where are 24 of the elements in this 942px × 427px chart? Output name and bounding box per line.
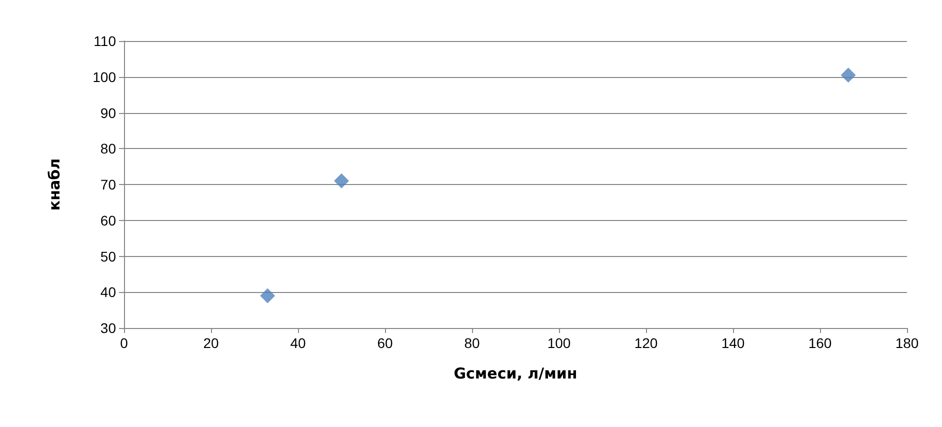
point bbox=[334, 173, 349, 188]
y-tick-label: 100 bbox=[92, 68, 116, 85]
x-tick-label: 60 bbox=[377, 335, 393, 351]
y-tick-label: 40 bbox=[100, 284, 116, 300]
point bbox=[260, 288, 276, 304]
y-tick-label: 110 bbox=[94, 33, 116, 49]
x-tick-label: 180 bbox=[895, 335, 919, 351]
x-tick-label: 20 bbox=[203, 335, 219, 351]
y-tick-label: 50 bbox=[100, 248, 116, 264]
x-tick-label: 40 bbox=[290, 335, 306, 351]
y-tick-label: 30 bbox=[100, 320, 116, 336]
x-tick-label: 140 bbox=[721, 335, 745, 351]
x-tick-label: 100 bbox=[547, 335, 571, 351]
x-tick-label: 80 bbox=[464, 335, 480, 351]
y-tick-label: 70 bbox=[100, 176, 116, 192]
x-tick-label: 160 bbox=[808, 335, 832, 351]
y-axis-title: кнабл bbox=[46, 158, 64, 211]
point bbox=[840, 68, 856, 83]
x-axis-title: Gсмеси, л/мин bbox=[454, 364, 578, 382]
y-tick-label: 80 bbox=[100, 140, 116, 157]
x-tick-label: 120 bbox=[634, 335, 658, 351]
x-tick-label: 0 bbox=[120, 335, 128, 351]
y-tick-label: 90 bbox=[100, 104, 116, 121]
y-tick-label: 60 bbox=[100, 212, 116, 228]
